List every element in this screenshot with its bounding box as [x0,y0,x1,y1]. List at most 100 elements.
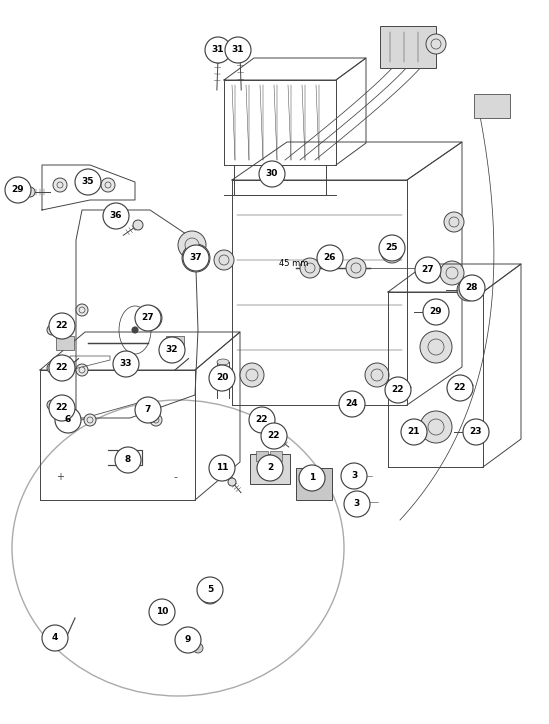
Circle shape [193,255,199,261]
Text: 28: 28 [466,284,478,292]
Circle shape [209,365,235,391]
Text: 3: 3 [354,500,360,508]
Circle shape [249,407,275,433]
Circle shape [159,337,185,363]
Circle shape [101,178,115,192]
Circle shape [132,327,138,333]
Circle shape [351,473,357,479]
Circle shape [423,299,449,325]
Text: 36: 36 [110,211,122,221]
Text: 5: 5 [207,586,213,594]
Circle shape [150,414,162,426]
Circle shape [200,584,220,604]
Circle shape [462,284,474,296]
Circle shape [428,419,444,435]
Circle shape [182,244,210,272]
Text: 22: 22 [454,384,466,392]
Circle shape [417,261,439,283]
Circle shape [66,423,70,427]
Circle shape [299,465,325,491]
Circle shape [444,212,464,232]
Circle shape [138,402,158,422]
Text: 22: 22 [256,416,268,424]
Circle shape [225,37,251,63]
Circle shape [446,267,458,279]
Text: 29: 29 [430,308,442,316]
Circle shape [457,279,479,301]
FancyBboxPatch shape [250,454,290,484]
Circle shape [339,391,365,417]
Text: 8: 8 [125,455,131,465]
Circle shape [420,331,452,363]
Circle shape [185,238,199,252]
Circle shape [219,255,229,265]
Circle shape [49,313,75,339]
Text: 22: 22 [56,403,68,413]
Circle shape [178,231,206,259]
FancyBboxPatch shape [270,451,282,461]
Circle shape [47,363,57,373]
Circle shape [261,423,287,449]
Circle shape [357,499,363,505]
Circle shape [135,305,161,331]
Circle shape [149,599,175,625]
FancyBboxPatch shape [474,94,510,118]
Circle shape [79,307,85,313]
Circle shape [75,169,101,195]
Circle shape [175,627,201,653]
Circle shape [42,625,68,651]
Circle shape [214,250,234,270]
Circle shape [431,39,441,49]
Circle shape [138,306,162,330]
Text: 45 mm: 45 mm [279,259,309,269]
FancyBboxPatch shape [256,451,268,461]
FancyBboxPatch shape [56,336,74,350]
Text: 27: 27 [142,313,154,322]
Circle shape [76,304,88,316]
Circle shape [365,363,389,387]
Circle shape [426,34,446,54]
Circle shape [205,37,231,63]
Circle shape [25,187,35,197]
Circle shape [447,375,473,401]
Circle shape [456,386,464,394]
Circle shape [209,455,235,481]
Circle shape [53,178,67,192]
Circle shape [353,495,367,509]
Circle shape [105,182,111,188]
Circle shape [103,203,129,229]
Circle shape [153,417,159,423]
Circle shape [347,469,361,483]
Circle shape [180,633,190,643]
Circle shape [440,261,464,285]
Text: 26: 26 [324,253,336,263]
Circle shape [346,398,358,410]
Circle shape [246,369,258,381]
Circle shape [422,266,434,278]
Text: 4: 4 [52,634,58,642]
Text: 23: 23 [470,427,482,437]
Circle shape [84,414,96,426]
Circle shape [371,369,383,381]
Circle shape [47,400,57,410]
Circle shape [197,577,223,603]
Text: 27: 27 [422,266,434,274]
Circle shape [205,589,215,599]
Text: -: - [173,472,177,482]
Text: 1: 1 [309,473,315,482]
Text: 11: 11 [216,463,228,473]
Ellipse shape [217,359,229,365]
Text: 10: 10 [156,607,168,617]
Circle shape [113,205,123,215]
Circle shape [428,339,444,355]
Text: 24: 24 [346,400,358,408]
Text: 25: 25 [386,243,398,253]
Circle shape [63,420,73,430]
FancyBboxPatch shape [296,468,332,500]
Circle shape [157,609,167,619]
Text: 31: 31 [232,46,244,54]
Circle shape [49,395,75,421]
Text: 32: 32 [166,345,178,355]
Circle shape [401,419,427,445]
Circle shape [300,258,320,278]
